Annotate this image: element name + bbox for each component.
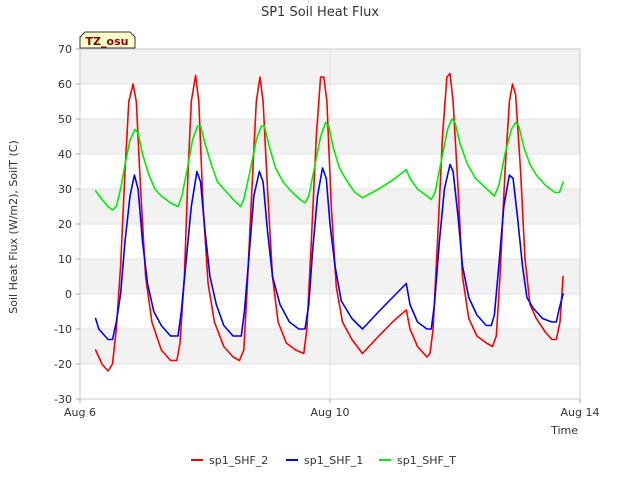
badge-shape (79, 31, 136, 49)
x-tick-label: Aug 10 (311, 406, 350, 419)
legend-label: sp1_SHF_1 (304, 454, 363, 467)
y-tick-label: 10 (58, 253, 72, 266)
x-tick-label: Aug 6 (64, 406, 96, 419)
legend-item-sp1-shf-t: sp1_SHF_T (379, 454, 456, 467)
y-tick-label: -20 (54, 358, 72, 371)
y-tick-label: 50 (58, 113, 72, 126)
y-axis-ticks: -30 -20 -10 0 10 20 30 40 50 60 70 (54, 43, 80, 406)
y-tick-label: 30 (58, 183, 72, 196)
y-axis-label: Soil Heat Flux (W/m2), SoilT (C) (7, 140, 20, 313)
legend-label: sp1_SHF_2 (209, 454, 268, 467)
legend-label: sp1_SHF_T (397, 454, 456, 467)
series-line-sp1-shf-t (94, 118, 564, 211)
x-axis-ticks: Aug 6 Aug 10 Aug 14 (64, 399, 599, 419)
timezone-badge: TZ_osu (79, 31, 136, 49)
y-tick-label: 60 (58, 78, 72, 91)
legend: sp1_SHF_2 sp1_SHF_1 sp1_SHF_T (191, 454, 456, 467)
y-tick-label: 20 (58, 218, 72, 231)
y-tick-label: -10 (54, 323, 72, 336)
y-tick-label: 40 (58, 148, 72, 161)
legend-item-sp1-shf-2: sp1_SHF_2 (191, 454, 268, 467)
badge-label: TZ_osu (86, 35, 129, 48)
y-tick-label: 70 (58, 43, 72, 56)
y-tick-label: 0 (65, 288, 72, 301)
x-tick-label: Aug 14 (561, 406, 600, 419)
data-series (94, 72, 564, 372)
chart-title: SP1 Soil Heat Flux (261, 5, 379, 20)
series-line-sp1-shf-1 (94, 163, 564, 341)
legend-item-sp1-shf-1: sp1_SHF_1 (286, 454, 363, 467)
x-axis-label: Time (550, 424, 578, 437)
series-line-sp1-shf-2 (94, 72, 564, 372)
y-tick-label: -30 (54, 393, 72, 406)
